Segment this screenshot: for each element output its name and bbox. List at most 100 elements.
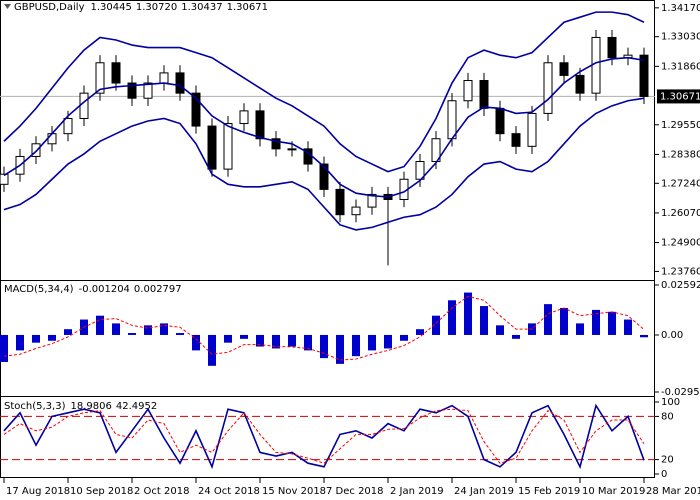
macd-bar [32,334,40,343]
header-value: 42.4952 [116,401,157,412]
y-tick-label: 0.00 [661,330,683,341]
macd-bar [272,334,280,349]
candle-body [143,82,153,99]
macd-bar [128,333,136,335]
y-tick-label: 1.26070 [661,208,700,219]
macd-bar [224,334,232,343]
macd-bar [592,309,600,335]
candle-body [479,79,489,109]
macd-bar [192,334,200,351]
candle-body [415,161,425,180]
macd-bar [576,323,584,335]
candle-body [63,117,73,135]
candle-body [575,74,585,94]
x-tick-label: 17 Aug 2018 [6,486,70,497]
candle-body [95,62,105,94]
macd-bar [480,306,488,335]
macd-bar [400,334,408,341]
header-value: 1.30671 [227,2,268,13]
macd-bar [240,334,248,339]
y-tick-label: 1.28380 [661,149,700,160]
x-tick-label: 28 Mar 2019 [646,486,700,497]
y-tick-label: 1.33030 [661,32,700,43]
candle-body [239,110,249,125]
candle-body [607,36,617,59]
header-value: 1.30445 [91,2,132,13]
macd-bar [304,334,312,351]
macd-bar [640,334,648,338]
macd-bar [464,292,472,335]
header-value: 18.9806 [70,401,111,412]
candle-body [111,62,121,84]
candle-body [223,123,233,170]
candle-body [367,193,377,208]
macd-bar [288,334,296,347]
bollinger-band [3,97,645,231]
indicator-label: Stoch(5,3,3) [4,401,66,412]
candle-body [351,206,361,216]
macd-bar [256,334,264,347]
candle-body [287,148,297,151]
candle-body [543,62,553,114]
macd-bar [368,334,376,351]
x-tick-label: 7 Dec 2018 [326,486,384,497]
bollinger-band [3,11,645,173]
macd-bar [64,329,72,335]
macd-bar [0,334,8,362]
macd-bar [416,329,424,335]
candle-body [79,92,89,119]
macd-bar [560,307,568,335]
symbol-icon [4,4,11,9]
macd-bar [336,334,344,364]
stoch-k [3,403,645,470]
header-value: -0.001204 [79,284,130,295]
macd-bar [512,334,520,339]
macd-signal [3,295,645,361]
y-tick-label: 100 [661,397,680,408]
macd-bar [16,334,24,351]
y-tick-label: 80 [661,411,674,422]
y-tick-label: 1.34170 [661,3,700,14]
candle-body [271,138,281,150]
candle-body [191,92,201,127]
candle-body [127,82,137,99]
macd-bar [96,315,104,335]
candle-body [591,36,601,94]
x-tick-label: 2 Jan 2019 [390,486,444,497]
macd-bar [320,334,328,359]
macd-bar [48,334,56,341]
y-tick-label: -0.029587 [661,387,700,398]
header-value: 0.002797 [134,284,182,295]
symbol-label: GBPUSD,Daily [14,2,85,13]
x-tick-label: 15 Feb 2019 [518,486,580,497]
candle-body [335,188,345,216]
candle-body [559,62,569,76]
y-tick-label: 1.31860 [661,61,700,72]
y-tick-label: 1.29550 [661,120,700,131]
indicator-label: MACD(5,34,4) [4,284,74,295]
y-tick-label: 20 [661,455,674,466]
candle-body [463,79,473,102]
macd-bar [144,325,152,335]
bollinger-band [3,56,645,198]
y-tick-label: 1.23760 [661,266,700,277]
candle-body [0,173,9,185]
macd-bar [608,311,616,335]
header-value: 1.30437 [181,2,222,13]
x-tick-label: 10 Sep 2018 [70,486,133,497]
candle-body [319,163,329,190]
candle-body [511,133,521,147]
macd-bar [160,323,168,335]
last-price-box [657,89,700,104]
x-tick-label: 24 Oct 2018 [198,486,260,497]
x-tick-label: 10 Mar 2019 [582,486,645,497]
stoch-header: Stoch(5,3,3) 18.9806 42.4952 [4,401,157,412]
candle-body [47,133,57,145]
stoch-d [3,408,645,464]
candle-body [31,143,41,157]
candle-body [495,107,505,135]
candle-body [639,54,649,97]
y-tick-label: 0.025922 [661,280,700,291]
